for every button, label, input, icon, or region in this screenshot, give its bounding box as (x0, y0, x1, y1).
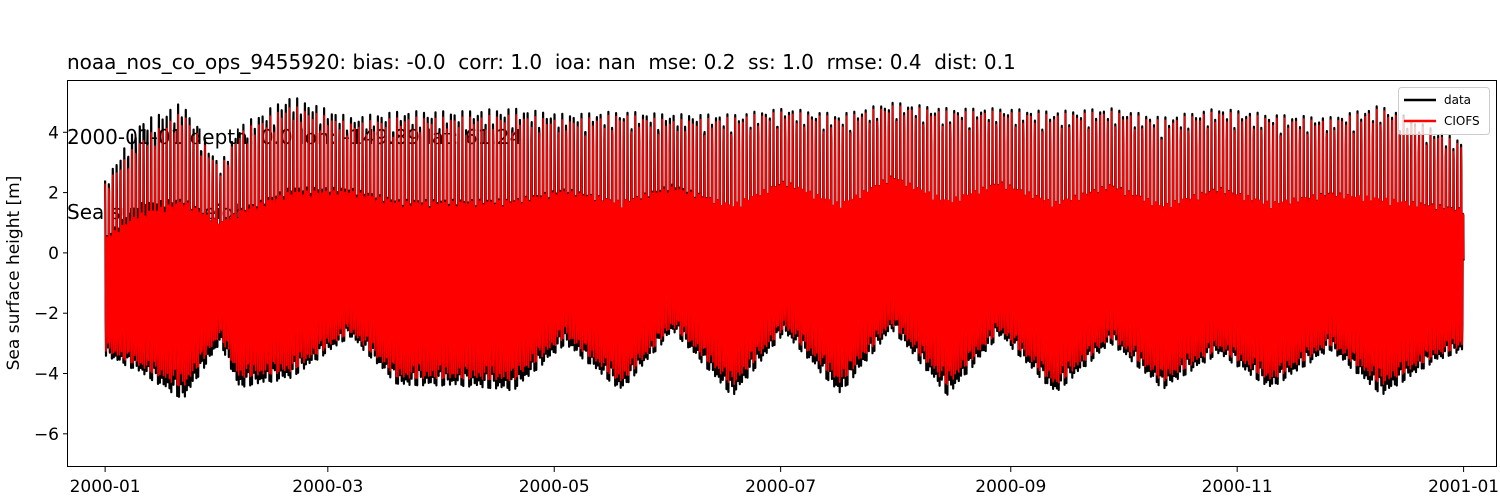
x-tick-label: 2000-07 (745, 477, 816, 497)
y-axis: −6 −4 −2 0 2 4 (34, 123, 68, 445)
x-tick-label: 2000-01 (70, 477, 141, 497)
y-tick-label: 4 (48, 123, 59, 143)
y-tick-label: 0 (48, 244, 59, 264)
legend-label-data: data (1444, 93, 1471, 107)
title-line-1: noaa_nos_co_ops_9455920: bias: -0.0 corr… (67, 50, 1016, 74)
legend: data CIOFS (1398, 87, 1490, 135)
y-axis-label: Sea surface height [m] (4, 176, 24, 371)
y-tick-label: −4 (34, 365, 59, 385)
plot-area-frame (67, 80, 1497, 467)
x-axis: 2000-01 2000-03 2000-05 2000-07 2000-09 2000-… (70, 467, 1499, 497)
x-tick-label: 2000-05 (519, 477, 590, 497)
x-tick-label: 2000-09 (975, 477, 1046, 497)
x-tick-label: 2000-11 (1202, 477, 1273, 497)
y-tick-label: −2 (34, 304, 59, 324)
x-tick-label: 2000-03 (292, 477, 363, 497)
series-line-ciofs (104, 105, 1465, 387)
y-tick-label: −6 (34, 425, 59, 445)
x-tick-label: 2001-01 (1428, 477, 1499, 497)
y-tick-label: 2 (48, 184, 59, 204)
series-layer (104, 97, 1465, 398)
legend-label-ciofs: CIOFS (1444, 114, 1480, 128)
